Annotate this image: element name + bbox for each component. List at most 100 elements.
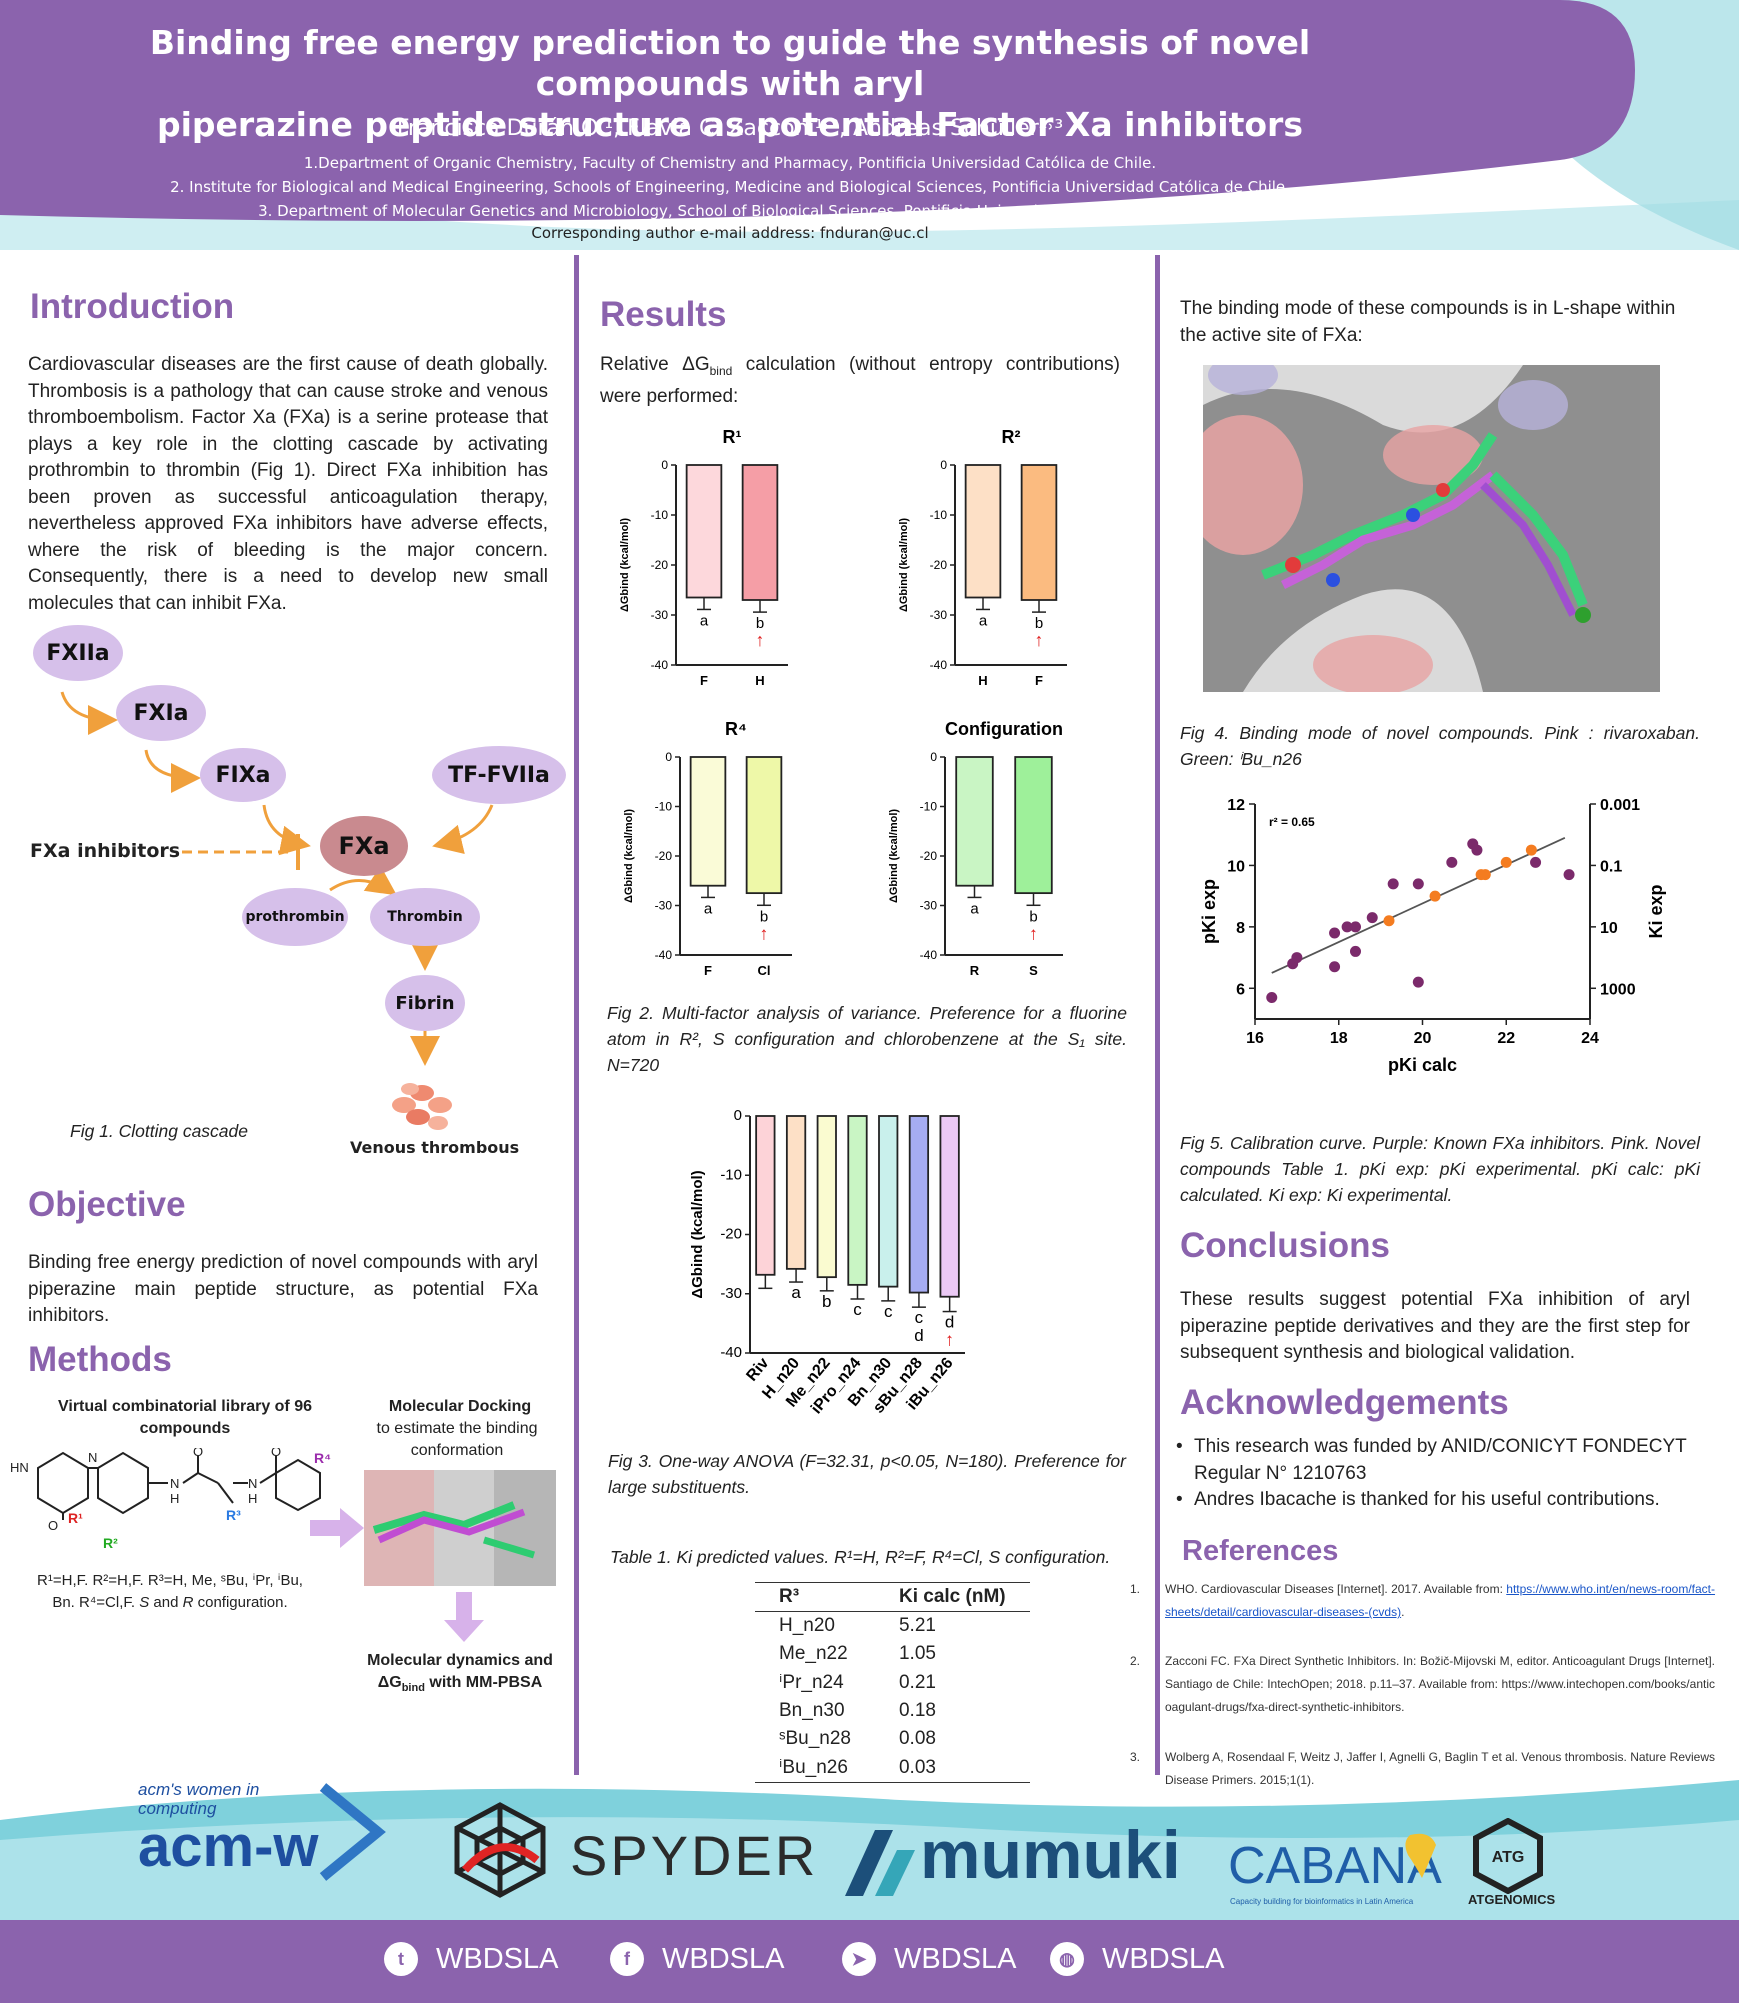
spyder-web-icon (454, 1802, 546, 1898)
fig2-caption: Fig 2. Multi-factor analysis of variance… (607, 1003, 1127, 1075)
bar (878, 1115, 899, 1288)
label-r3: R³ (226, 1507, 241, 1523)
x-axis-label: pKi calc (1388, 1055, 1457, 1075)
twitter-link[interactable]: t WBDSLA (384, 1942, 558, 1976)
substituents-config-r: R (182, 1594, 194, 1611)
node-fxa: FXa (320, 816, 408, 876)
md-title: Molecular dynamics and ΔGbind with MM-PB… (340, 1650, 580, 1699)
table-header-ki: Ki calc (nM) (874, 1582, 1030, 1612)
table-row: Me_n22 1.05 (755, 1640, 1030, 1668)
bar (685, 464, 723, 599)
affiliation-1: 1.Department of Organic Chemistry, Facul… (303, 154, 1157, 172)
y-axis-label: ΔGbind (kcal/mol) (888, 809, 900, 903)
red-arrow-icon: ↑ (1029, 923, 1038, 943)
label-r2: R² (103, 1535, 118, 1551)
known-inhibitor-point (1350, 945, 1361, 957)
substituents-line-2-a: Bn. R⁴=Cl,F. (52, 1594, 140, 1611)
atgenomics-text: ATGENOMICS (1468, 1892, 1556, 1907)
known-inhibitor-point (1412, 878, 1424, 890)
y-tick-label: -40 (720, 1344, 742, 1361)
arrow-right-icon (310, 1508, 364, 1548)
chart-title: R¹ (723, 427, 742, 447)
significance-letter: b (760, 908, 768, 925)
y-tick-label: -20 (920, 849, 938, 863)
atg-icon-text: ATG (1492, 1849, 1525, 1866)
y-tick-label: 0 (930, 750, 937, 764)
bar (689, 756, 727, 887)
regression-line (1271, 836, 1566, 974)
y-tick-label: 10 (1227, 858, 1245, 875)
telegram-icon: ➤ (842, 1942, 876, 1976)
mumuki-logo-text: mumuki (920, 1817, 1181, 1893)
title-line-1: Binding free energy prediction to guide … (149, 23, 1311, 103)
table-cell-r3: Bn_n30 (779, 1700, 845, 1721)
header: Binding free energy prediction to guide … (0, 0, 1739, 250)
known-inhibitor-point (1366, 912, 1378, 924)
y-tick-label: -30 (651, 608, 669, 622)
md-title-sub: bind (401, 1682, 425, 1695)
ki-table: R³ Ki calc (nM) H_n20 5.21 Me_n22 1.05 ⁱPr_n… (755, 1582, 1030, 1783)
website-link[interactable]: ◍ WBDSLA (1050, 1942, 1224, 1976)
acknowledgements-list: • This research was funded by ANID/CONICY… (1176, 1434, 1696, 1514)
significance-letter: b (1035, 615, 1043, 632)
known-inhibitor-point (1446, 856, 1458, 868)
label-r4: R⁴ (314, 1450, 331, 1466)
node-fxiia: FXIIa (33, 625, 123, 681)
facebook-link[interactable]: f WBDSLA (610, 1942, 784, 1976)
x-tick-label: F (704, 963, 712, 978)
globe-icon: ◍ (1050, 1942, 1084, 1976)
novel-compound-point (1525, 844, 1537, 856)
objective-text: Binding free energy prediction of novel … (28, 1252, 538, 1326)
y-tick-label: -10 (655, 800, 673, 814)
x-tick-label: S (1029, 963, 1038, 978)
known-inhibitor-point (1329, 961, 1341, 973)
x-tick-label: 16 (1246, 1030, 1264, 1047)
table-header-r3: R³ (755, 1582, 875, 1612)
bullet: • (1176, 1436, 1183, 1457)
significance-letter: a (791, 1283, 801, 1302)
table-cell-r3: ⁱBu_n26 (755, 1753, 875, 1783)
label-o-1: O (48, 1518, 58, 1533)
bar (741, 464, 779, 601)
y-tick-label: -40 (651, 658, 669, 672)
spyder-logo-text: SPYDER (570, 1824, 819, 1887)
y-tick-label: 6 (1236, 981, 1245, 998)
reference-1-text: WHO. Cardiovascular Diseases [Internet].… (1165, 1582, 1507, 1596)
y2-tick-label: 10 (1600, 920, 1618, 937)
y-tick-label: -20 (655, 849, 673, 863)
y-tick-label: -30 (930, 608, 948, 622)
node-fibrin: Fibrin (385, 975, 465, 1031)
y-tick-label: 0 (734, 1107, 742, 1124)
table-row: ⁱBu_n26 0.03 (755, 1753, 1030, 1783)
y-axis-label: pKi exp (1200, 879, 1219, 944)
ack-item-1-text: This research was funded by ANID/CONICYT… (1194, 1436, 1687, 1484)
results-intro: Relative ΔGbind calculation (without ent… (600, 352, 1120, 411)
affiliation-2: 2. Institute for Biological and Medical … (170, 178, 1290, 196)
y2-tick-label: 0.1 (1600, 858, 1622, 875)
bullet: • (1176, 1489, 1183, 1510)
telegram-link[interactable]: ➤ WBDSLA (842, 1942, 1016, 1976)
label-h-1: H (170, 1491, 179, 1506)
acknowledgements-heading: Acknowledgements (1180, 1383, 1509, 1422)
r-squared-annotation: r² = 0.65 (1269, 815, 1315, 829)
table1-caption: Table 1. Ki predicted values. R¹=H, R²=F… (610, 1547, 1111, 1567)
reference-2-text: Zacconi FC. FXa Direct Synthetic Inhibit… (1165, 1654, 1715, 1714)
known-inhibitor-point (1471, 844, 1483, 856)
reference-1-link[interactable]: https://www.who.int/en/news-room/fact-sh… (1165, 1582, 1716, 1619)
y-tick-label: 8 (1236, 920, 1245, 937)
bar (939, 1115, 960, 1298)
cabana-logo-sub: Capacity building for bioinformatics in … (1230, 1897, 1414, 1906)
red-arrow-icon: ↑ (756, 630, 765, 650)
bar (908, 1115, 930, 1294)
y-tick-label: -20 (720, 1226, 742, 1243)
novel-compound-point (1479, 869, 1491, 881)
results-intro-sub: bind (709, 363, 733, 378)
significance-letter: c (884, 1302, 893, 1321)
chart-title: R⁴ (725, 719, 747, 739)
cascade-arrows (60, 691, 494, 1066)
substituents-line-2-c: and (149, 1594, 183, 1611)
red-arrow-icon: ↑ (1035, 630, 1044, 650)
cabana-map-icon (1405, 1833, 1436, 1878)
x-tick-label: 22 (1497, 1030, 1515, 1047)
docking-subtitle: to estimate the binding conformation (376, 1420, 538, 1459)
